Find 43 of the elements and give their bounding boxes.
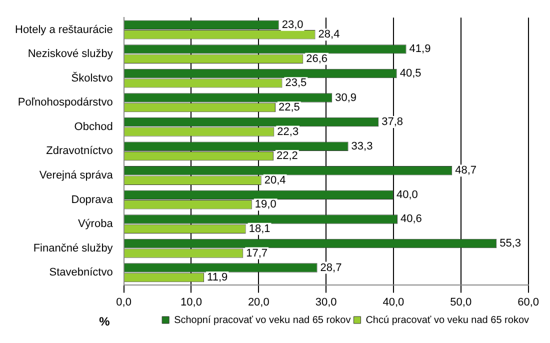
x-tick-label: 60,0	[518, 296, 540, 308]
x-axis-title: %	[99, 314, 110, 328]
data-label: 18,1	[248, 222, 270, 235]
data-label: 17,7	[246, 247, 268, 260]
data-label: 40,6	[400, 213, 422, 226]
y-tick-label: Finančné služby	[33, 242, 114, 254]
data-label: 22,3	[277, 126, 299, 138]
x-tick-label: 0,0	[116, 296, 132, 308]
data-label: 22,2	[276, 150, 298, 162]
legend-label: Chcú pracovať vo veku nad 65 rokov	[366, 314, 530, 326]
y-tick-label: Poľnohospodárstvo	[18, 96, 113, 109]
data-label: 22,5	[278, 102, 300, 114]
data-label: 19,0	[254, 198, 276, 211]
y-tick-label: Výroba	[78, 218, 114, 230]
data-label: 40,0	[396, 188, 418, 201]
y-tick-label: Obchod	[74, 120, 113, 133]
x-tick-label: 50,0	[450, 296, 472, 308]
y-tick-label: Doprava	[71, 194, 114, 206]
y-tick-label: Verejná správa	[39, 170, 114, 182]
data-label: 26,6	[306, 52, 328, 65]
data-label: 40,5	[400, 68, 422, 80]
data-label: 28,4	[318, 28, 340, 41]
legend-label: Schopní pracovať vo veku nad 65 rokov	[174, 314, 351, 326]
x-tick-label: 10,0	[180, 296, 202, 308]
data-label: 30,9	[335, 92, 357, 104]
data-label: 11,9	[207, 272, 228, 284]
x-tick-label: 30,0	[315, 296, 337, 308]
data-label: 48,7	[455, 164, 477, 177]
y-tick-label: Hotely a reštaurácie	[14, 24, 113, 36]
data-label: 55,3	[500, 238, 522, 250]
data-label: 41,9	[409, 43, 431, 56]
x-tick-label: 20,0	[248, 296, 270, 308]
data-label: 23,5	[285, 77, 307, 90]
y-tick-label: Zdravotníctvo	[46, 145, 113, 158]
y-tick-label: Školstvo	[71, 71, 113, 84]
data-label: 20,4	[264, 174, 286, 186]
y-tick-label: Neziskové služby	[28, 48, 114, 60]
data-label: 28,7	[320, 262, 342, 274]
y-tick-label: Stavebníctvo	[49, 266, 113, 279]
x-tick-label: 40,0	[382, 296, 404, 308]
data-label: 33,3	[351, 140, 373, 152]
data-label: 23,0	[282, 18, 304, 31]
data-label: 37,8	[382, 116, 404, 128]
